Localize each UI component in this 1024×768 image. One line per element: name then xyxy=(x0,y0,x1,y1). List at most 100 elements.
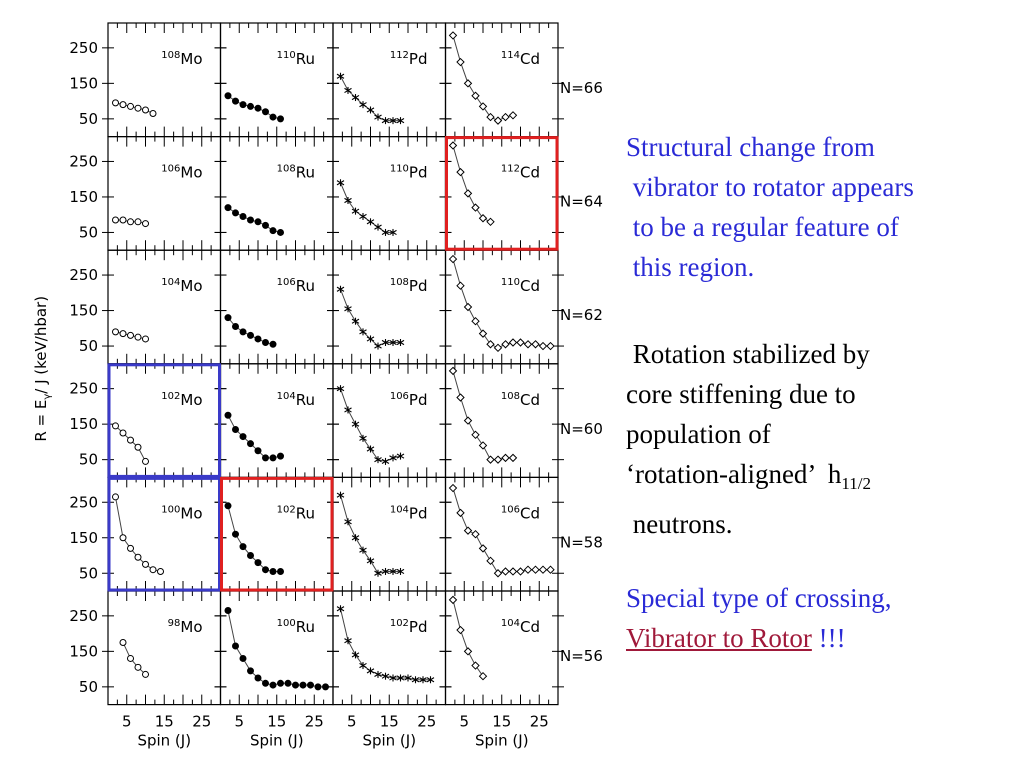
data-point xyxy=(269,567,277,575)
y-tick-label: 150 xyxy=(69,642,98,660)
data-point xyxy=(523,565,533,574)
data-point xyxy=(478,102,488,111)
y-tick-label: 250 xyxy=(69,380,98,398)
data-point xyxy=(262,679,269,687)
panel-frame xyxy=(219,249,334,365)
star-stroke xyxy=(344,197,352,204)
data-point xyxy=(448,366,458,376)
star-stroke xyxy=(374,671,382,677)
data-point xyxy=(374,223,382,231)
star-stroke xyxy=(419,677,427,683)
nucleus-label: 108Pd xyxy=(390,277,428,295)
data-point xyxy=(134,104,142,112)
note-rotation-stabilized: Rotation stabilized by core stiffening d… xyxy=(626,334,871,544)
panel-frame xyxy=(107,590,222,706)
data-point xyxy=(336,605,345,613)
data-point xyxy=(471,91,480,100)
note-line-h112: ‘rotation-aligned’ h11/2 xyxy=(626,454,871,504)
data-point xyxy=(359,546,367,554)
nucleus-label: 102Ru xyxy=(277,504,315,522)
x-axis-label: Spin (J) xyxy=(250,732,304,750)
neutron-number-label: N=66 xyxy=(560,79,603,97)
data-point xyxy=(262,566,269,574)
data-point xyxy=(232,97,239,105)
data-point xyxy=(232,642,239,650)
data-point xyxy=(351,420,360,428)
data-point xyxy=(463,647,473,656)
nucleus-label: 106Cd xyxy=(501,504,540,522)
data-point xyxy=(269,681,277,689)
data-point xyxy=(478,214,488,223)
note-line: this region. xyxy=(626,252,755,282)
data-point xyxy=(224,607,232,615)
data-point xyxy=(127,654,134,662)
data-point xyxy=(501,112,510,122)
star-stroke xyxy=(389,229,397,236)
data-point xyxy=(344,637,352,645)
nucleus-label: 104Ru xyxy=(277,391,315,409)
nucleus-label: 102Pd xyxy=(390,618,428,636)
data-point xyxy=(262,454,269,462)
star-stroke xyxy=(381,673,390,679)
data-point xyxy=(127,544,134,552)
x-tick-label: 15 xyxy=(380,713,399,731)
data-point xyxy=(269,340,277,348)
data-point xyxy=(493,569,503,578)
data-point xyxy=(142,457,149,465)
x-tick-label: 15 xyxy=(155,713,174,731)
x-axis-label: Spin (J) xyxy=(362,732,416,750)
data-point xyxy=(119,638,127,646)
data-point xyxy=(471,430,480,440)
panel-frame xyxy=(219,363,334,478)
data-point xyxy=(471,203,480,212)
star-stroke xyxy=(374,457,382,463)
y-axis-label: R = Eγ/ J (keV/hbar) xyxy=(32,296,53,442)
y-tick-label: 150 xyxy=(69,302,98,320)
data-point xyxy=(381,672,390,680)
data-point xyxy=(366,106,375,114)
data-point xyxy=(546,565,555,574)
series-line xyxy=(227,505,281,572)
y-tick-label: 150 xyxy=(69,529,98,547)
note-line: Special type of crossing, xyxy=(626,583,892,613)
data-point xyxy=(471,529,480,539)
data-point xyxy=(456,393,465,402)
nucleus-label: 104Cd xyxy=(501,618,540,636)
star-stroke xyxy=(336,73,345,79)
series-line xyxy=(122,642,146,675)
data-point xyxy=(232,425,239,433)
star-stroke xyxy=(351,652,360,658)
data-point xyxy=(149,110,157,118)
neutron-number-label: N=60 xyxy=(560,420,603,438)
panel-frame xyxy=(107,249,222,365)
vibrator-to-rotor-link[interactable]: Vibrator to Rotor xyxy=(626,623,812,653)
panel-frame xyxy=(332,363,447,478)
data-point xyxy=(112,422,119,430)
star-stroke xyxy=(411,677,420,683)
data-point xyxy=(374,670,382,678)
y-tick-label: 50 xyxy=(79,451,98,469)
data-point xyxy=(381,457,390,465)
data-point xyxy=(396,452,405,460)
data-point xyxy=(142,106,149,114)
y-tick-label: 150 xyxy=(69,74,98,92)
data-point xyxy=(232,530,239,538)
data-point xyxy=(381,567,390,575)
panel-frame xyxy=(107,363,222,478)
data-point xyxy=(119,216,127,224)
y-tick-label: 50 xyxy=(79,223,98,241)
data-point xyxy=(389,674,397,682)
data-point xyxy=(277,228,284,236)
data-point xyxy=(411,676,420,684)
series-line xyxy=(227,415,281,459)
y-tick-label: 250 xyxy=(69,266,98,284)
nucleus-label: 108Mo xyxy=(161,50,202,68)
data-point xyxy=(493,343,503,353)
data-point xyxy=(396,674,405,682)
x-axis-label: Spin (J) xyxy=(137,732,191,750)
nucleus-label: 100Mo xyxy=(161,504,202,522)
data-point xyxy=(366,667,375,675)
neutron-number-label: N=62 xyxy=(560,306,603,324)
note-line: Rotation stabilized by xyxy=(626,339,870,369)
data-point xyxy=(516,567,525,576)
